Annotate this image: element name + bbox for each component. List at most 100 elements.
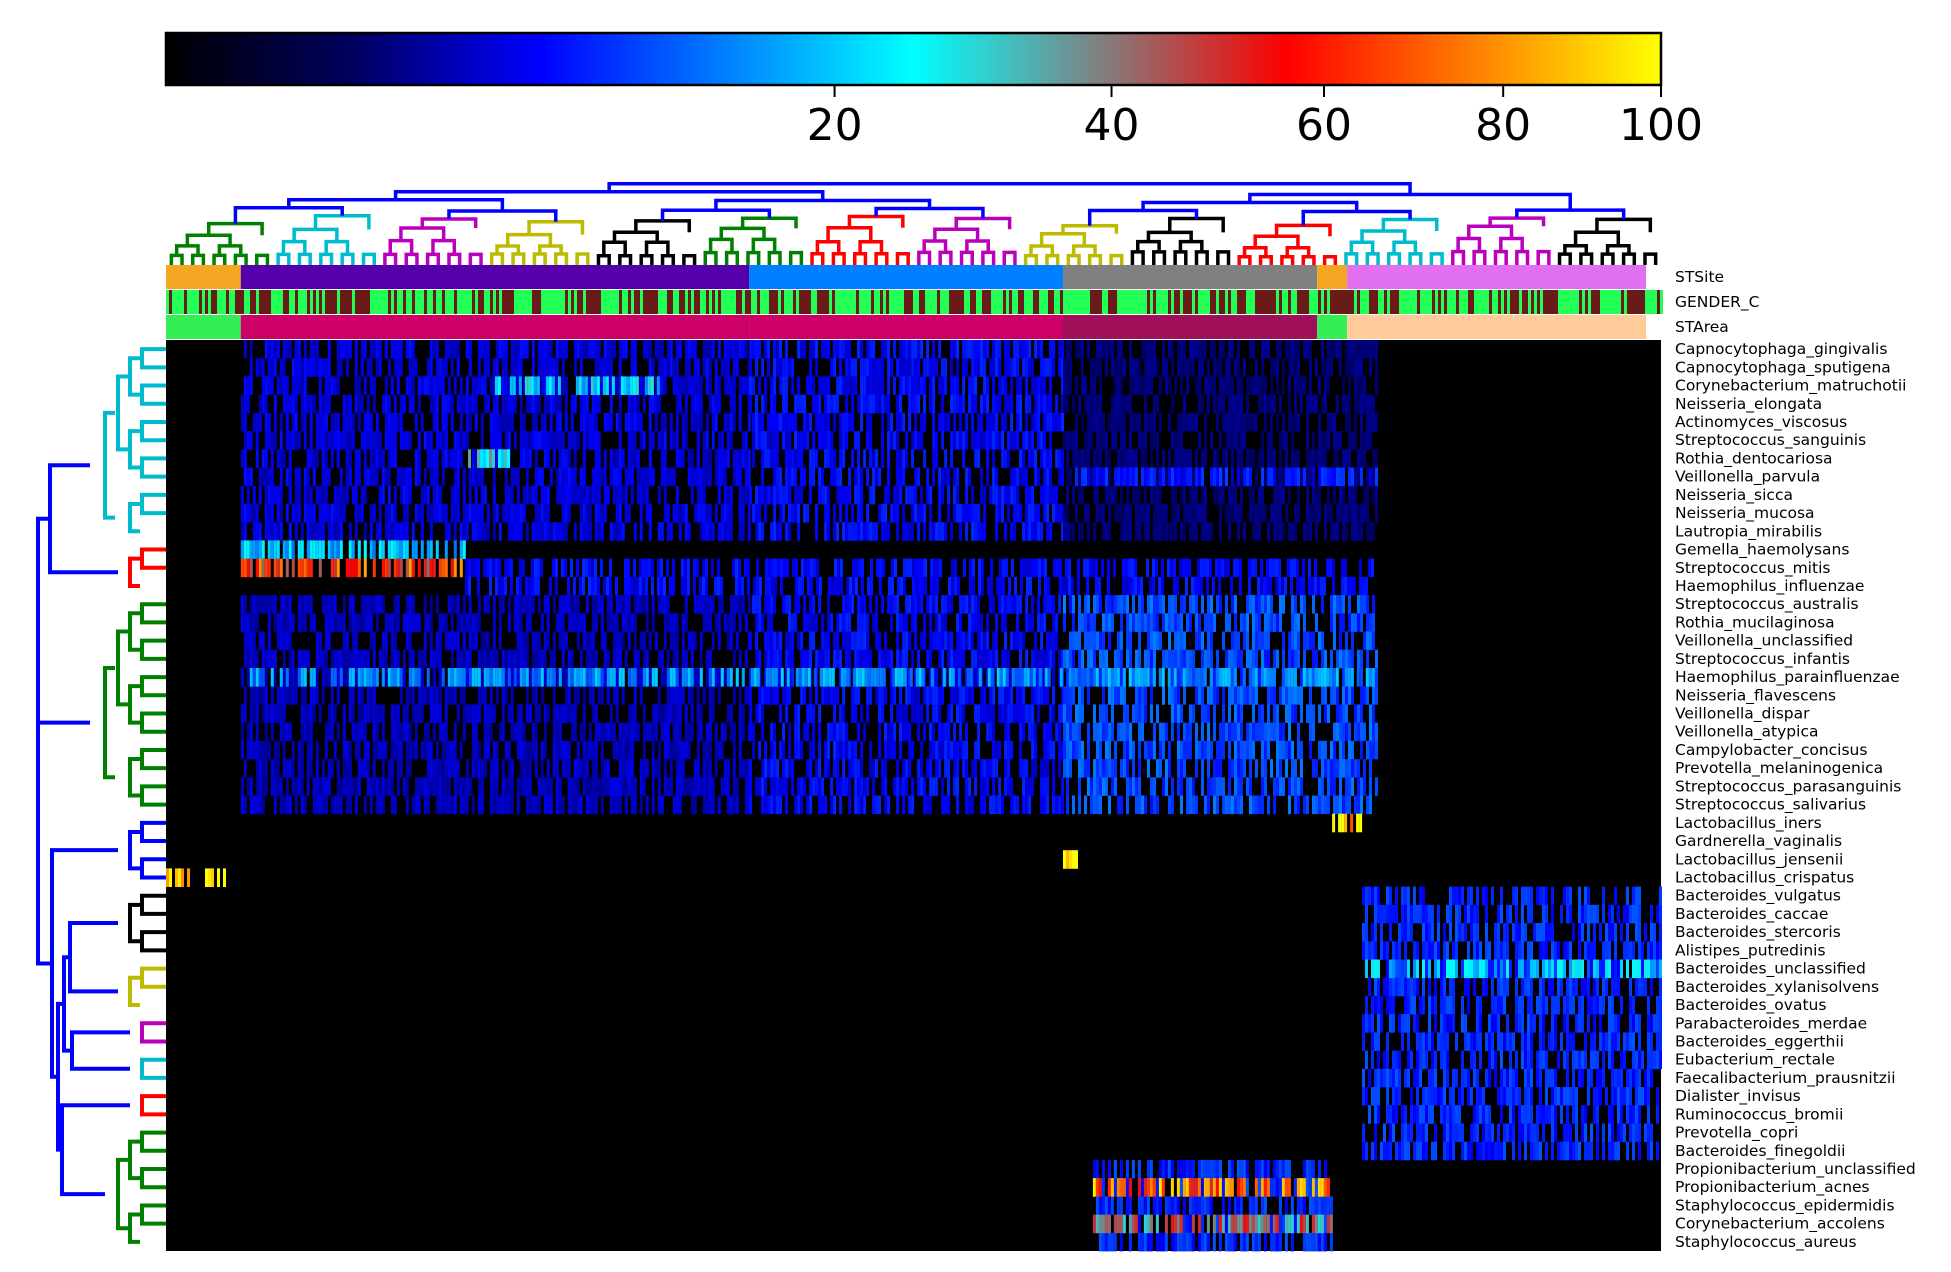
heatmap-cell (690, 722, 694, 742)
gender-stripe (574, 290, 577, 314)
heatmap-cell (477, 522, 481, 541)
heatmap-cell (836, 467, 840, 487)
heatmap-cell (998, 485, 1002, 505)
heatmap-cell (621, 522, 625, 541)
heatmap-cell (444, 394, 448, 414)
heatmap-cell (507, 394, 511, 414)
heatmap-cell (315, 668, 319, 687)
heatmap-cell (948, 576, 951, 596)
heatmap-cell (276, 449, 280, 468)
heatmap-cell (564, 485, 568, 505)
heatmap-cell (420, 649, 424, 669)
heatmap-cell (1180, 449, 1183, 468)
heatmap-cell (579, 340, 583, 359)
heatmap-cell (336, 522, 340, 541)
heatmap-cell (408, 649, 412, 669)
heatmap-cell (666, 558, 669, 578)
heatmap-cell (591, 740, 595, 760)
heatmap-cell (1309, 376, 1312, 395)
heatmap-cell (759, 576, 762, 596)
heatmap-cell (330, 722, 334, 742)
heatmap-cell (534, 485, 538, 505)
heatmap-cell (758, 431, 762, 450)
heatmap-cell (618, 449, 622, 468)
heatmap-cell (1099, 412, 1102, 432)
heatmap-cell (468, 340, 472, 359)
gender-stripe (193, 290, 196, 314)
heatmap-cell (528, 576, 531, 596)
heatmap-cell (1128, 558, 1131, 578)
heatmap-cell (1165, 467, 1168, 487)
heatmap-cell (1174, 504, 1177, 523)
heatmap-cell (1153, 467, 1156, 487)
heatmap-cell (893, 340, 897, 359)
gender-stripe (1366, 290, 1369, 314)
heatmap-cell (543, 740, 547, 760)
heatmap-cell (585, 394, 589, 414)
heatmap-cell (570, 722, 574, 742)
row-dendrogram-branch (128, 975, 140, 1008)
heatmap-cell (782, 412, 786, 432)
heatmap-cell (1309, 394, 1312, 414)
heatmap-cell (696, 740, 700, 760)
gender-stripe (769, 290, 772, 314)
heatmap-cell (534, 576, 537, 596)
heatmap-cell (1016, 340, 1020, 359)
heatmap-cell (345, 740, 349, 760)
heatmap-cell (309, 740, 313, 760)
heatmap-cell (1183, 358, 1186, 377)
heatmap-cell (1267, 449, 1270, 468)
heatmap-cell (1240, 376, 1243, 395)
heatmap-cell (836, 485, 840, 505)
heatmap-cell (351, 704, 355, 723)
gender-stripe (229, 290, 232, 314)
heatmap-cell (594, 576, 597, 596)
heatmap-cell (552, 595, 556, 614)
heatmap-cell (339, 649, 343, 669)
heatmap-cell (360, 722, 364, 742)
heatmap-cell (708, 467, 712, 487)
heatmap-cell (459, 376, 463, 395)
heatmap-cell (1096, 431, 1099, 450)
heatmap-cell (438, 613, 442, 632)
heatmap-cell (402, 540, 406, 559)
heatmap-cell (992, 467, 996, 487)
column-dendrogram (169, 182, 1658, 265)
heatmap-cell (255, 540, 259, 559)
heatmap-cell (1231, 504, 1234, 523)
heatmap-cell (986, 376, 990, 395)
heatmap-cell (1061, 522, 1065, 541)
heatmap-cell (1243, 522, 1246, 541)
heatmap-cell (776, 358, 780, 377)
heatmap-cell (399, 394, 403, 414)
heatmap-cell (593, 376, 597, 395)
heatmap-cell (834, 558, 837, 578)
heatmap-cell (524, 376, 528, 395)
heatmap-cell (504, 558, 507, 578)
heatmap-cell (765, 558, 768, 578)
heatmap-cell (291, 394, 295, 414)
heatmap-cell (1291, 431, 1294, 450)
gender-stripe (649, 290, 652, 314)
heatmap-cell (776, 522, 780, 541)
heatmap-cell (1308, 558, 1311, 578)
heatmap-cell (800, 431, 804, 450)
heatmap-cell (1282, 376, 1285, 395)
heatmap-cell (684, 358, 688, 377)
heatmap-cell (690, 449, 694, 468)
gender-stripe (652, 290, 655, 314)
gender-stripe (601, 290, 604, 314)
heatmap-cell (549, 522, 553, 541)
heatmap-cell (779, 376, 783, 395)
heatmap-cell (384, 467, 388, 487)
heatmap-cell (1297, 449, 1300, 468)
heatmap-cell (908, 340, 912, 359)
heatmap-cell (1022, 449, 1026, 468)
heatmap-cell (1129, 394, 1132, 414)
column-dendrogram-branch (874, 251, 889, 265)
gender-stripe (1357, 290, 1360, 314)
heatmap-cell (1195, 376, 1198, 395)
heatmap-cell (1159, 467, 1162, 487)
heatmap-cell (450, 504, 454, 523)
heatmap-cell (726, 522, 730, 541)
